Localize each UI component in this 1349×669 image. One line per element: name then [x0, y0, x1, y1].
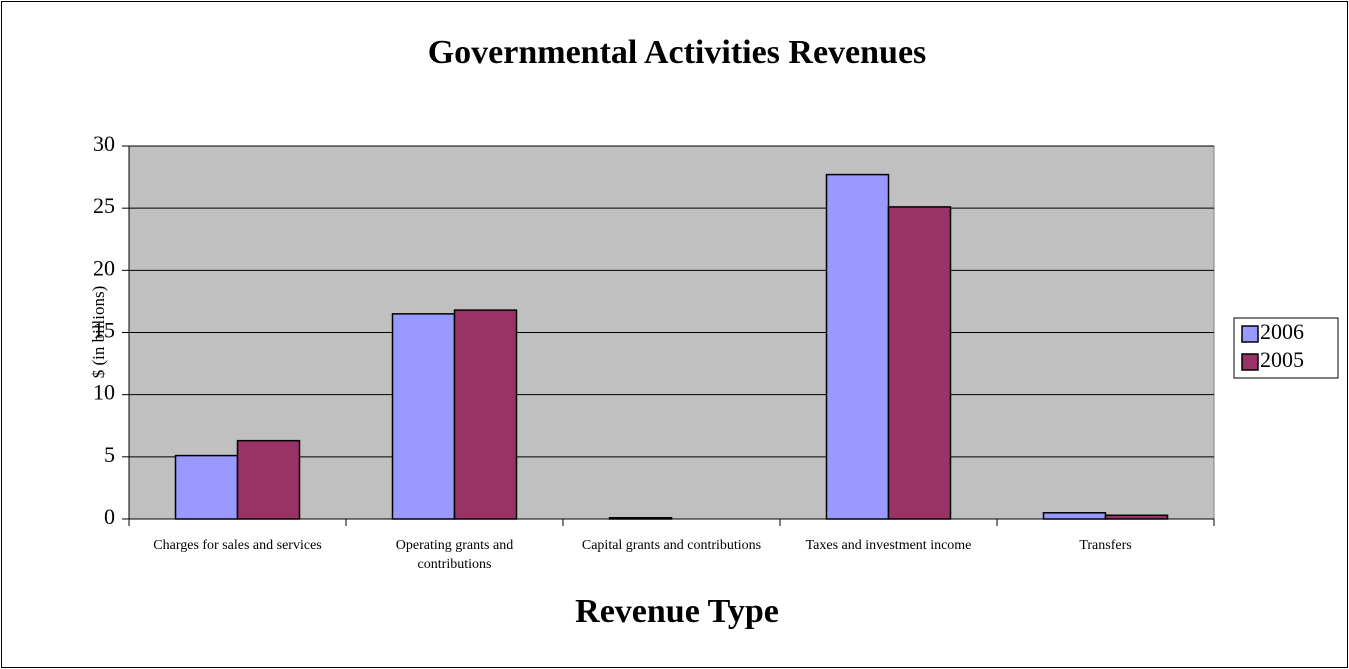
bar [887, 206, 952, 520]
chart-title: Governmental Activities Revenues [428, 34, 927, 71]
x-tick-label: Taxes and investment income [805, 538, 972, 553]
x-tick-label: Capital grants and contributions [581, 538, 762, 553]
y-tick-label: 10 [93, 380, 115, 405]
y-tick-label: 15 [93, 318, 115, 343]
legend-label: 2005 [1260, 347, 1304, 372]
y-tick-label: 0 [104, 504, 115, 529]
legend-label: 2006 [1260, 319, 1304, 344]
x-axis-title: Revenue Type [575, 593, 779, 630]
y-tick-label: 25 [93, 193, 115, 218]
y-tick-label: 20 [93, 255, 115, 280]
bar [453, 309, 518, 520]
legend-swatch [1241, 325, 1259, 343]
x-tick-label: Transfers [1079, 538, 1132, 553]
bar [174, 454, 239, 520]
bar [236, 439, 301, 520]
x-tick-label: Charges for sales and services [153, 538, 322, 553]
y-tick-label: 5 [104, 442, 115, 467]
y-axis-title: $ (in billions) [89, 286, 108, 379]
bar [1104, 514, 1169, 520]
bar [608, 517, 673, 520]
x-tick-label: Operating grants and contributions [395, 538, 514, 572]
bar [391, 313, 456, 520]
y-tick-label: 30 [93, 131, 115, 156]
bar [1042, 512, 1107, 520]
bar [825, 173, 890, 520]
legend-swatch [1241, 353, 1259, 371]
